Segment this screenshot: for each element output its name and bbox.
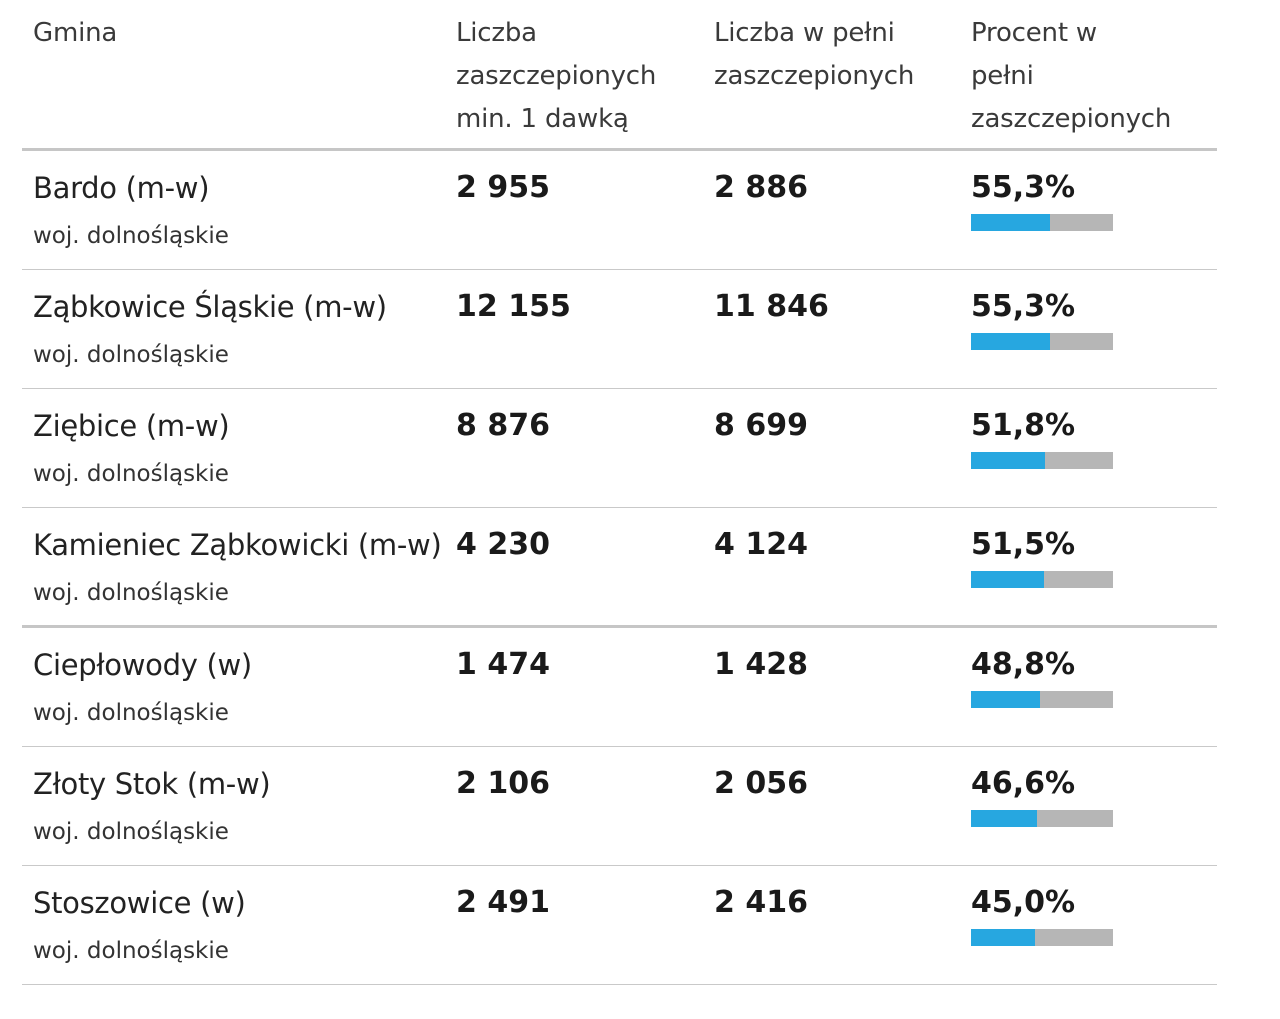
header-full: Liczba w pełni zaszczepionych bbox=[714, 12, 914, 98]
gmina-region: woj. dolnośląskie bbox=[33, 938, 229, 964]
dose1-count: 8 876 bbox=[456, 408, 550, 443]
header-dose1: Liczba zaszczepionych min. 1 dawką bbox=[456, 12, 656, 141]
percent-bar bbox=[971, 691, 1113, 708]
full-percent: 48,8% bbox=[971, 647, 1076, 682]
full-count: 8 699 bbox=[714, 408, 808, 443]
gmina-name: Ziębice (m-w) bbox=[33, 409, 230, 443]
percent-bar bbox=[971, 452, 1113, 469]
full-count: 1 428 bbox=[714, 647, 808, 682]
gmina-name: Kamieniec Ząbkowicki (m-w) bbox=[33, 528, 442, 562]
table-row: Ziębice (m-w) woj. dolnośląskie 8 876 8 699… bbox=[22, 389, 1217, 508]
dose1-count: 12 155 bbox=[456, 289, 571, 324]
percent-bar bbox=[971, 929, 1113, 946]
full-percent: 55,3% bbox=[971, 289, 1076, 324]
dose1-count: 2 106 bbox=[456, 766, 550, 801]
header-pct-line2: pełni bbox=[971, 61, 1034, 91]
dose1-count: 4 230 bbox=[456, 527, 550, 562]
percent-bar bbox=[971, 214, 1113, 231]
vaccination-table: Gmina Liczba zaszczepionych min. 1 dawką… bbox=[22, 0, 1217, 985]
percent-bar-fill bbox=[971, 452, 1045, 469]
header-gmina-label: Gmina bbox=[33, 18, 118, 48]
gmina-region: woj. dolnośląskie bbox=[33, 700, 229, 726]
gmina-region: woj. dolnośląskie bbox=[33, 461, 229, 487]
full-count: 2 416 bbox=[714, 885, 808, 920]
gmina-name: Bardo (m-w) bbox=[33, 171, 210, 205]
table-row: Złoty Stok (m-w) woj. dolnośląskie 2 106 2 … bbox=[22, 747, 1217, 866]
percent-bar bbox=[971, 333, 1113, 350]
percent-bar-fill bbox=[971, 691, 1041, 708]
full-count: 2 886 bbox=[714, 170, 808, 205]
header-full-line1: Liczba w pełni bbox=[714, 18, 895, 48]
table-row: Ząbkowice Śląskie (m-w) woj. dolnośląskie… bbox=[22, 270, 1217, 389]
full-count: 11 846 bbox=[714, 289, 829, 324]
table-row: Bardo (m-w) woj. dolnośląskie 2 955 2 886 55… bbox=[22, 151, 1217, 270]
gmina-name: Złoty Stok (m-w) bbox=[33, 767, 271, 801]
full-count: 2 056 bbox=[714, 766, 808, 801]
full-percent: 51,8% bbox=[971, 408, 1076, 443]
header-dose1-line3: min. 1 dawką bbox=[456, 104, 629, 134]
table-row: Ciepłowody (w) woj. dolnośląskie 1 474 1 42… bbox=[22, 628, 1217, 747]
header-pct-line3: zaszczepionych bbox=[971, 104, 1172, 134]
header-gmina: Gmina bbox=[33, 12, 117, 55]
header-dose1-line1: Liczba bbox=[456, 18, 537, 48]
percent-bar-fill bbox=[971, 571, 1045, 588]
header-dose1-line2: zaszczepionych bbox=[456, 61, 657, 91]
percent-bar bbox=[971, 810, 1113, 827]
full-percent: 51,5% bbox=[971, 527, 1076, 562]
full-count: 4 124 bbox=[714, 527, 808, 562]
gmina-name: Stoszowice (w) bbox=[33, 886, 246, 920]
gmina-region: woj. dolnośląskie bbox=[33, 223, 229, 249]
full-percent: 45,0% bbox=[971, 885, 1076, 920]
table-header: Gmina Liczba zaszczepionych min. 1 dawką… bbox=[22, 0, 1217, 151]
table-row: Kamieniec Ząbkowicki (m-w) woj. dolnośląs… bbox=[22, 508, 1217, 628]
percent-bar-fill bbox=[971, 333, 1050, 350]
percent-bar-fill bbox=[971, 214, 1050, 231]
dose1-count: 2 955 bbox=[456, 170, 550, 205]
gmina-region: woj. dolnośląskie bbox=[33, 580, 229, 606]
table-row: Stoszowice (w) woj. dolnośląskie 2 491 2 41… bbox=[22, 866, 1217, 985]
header-pct-line1: Procent w bbox=[971, 18, 1097, 48]
gmina-name: Ząbkowice Śląskie (m-w) bbox=[33, 290, 387, 324]
percent-bar-fill bbox=[971, 810, 1038, 827]
dose1-count: 1 474 bbox=[456, 647, 550, 682]
gmina-name: Ciepłowody (w) bbox=[33, 648, 252, 682]
gmina-region: woj. dolnośląskie bbox=[33, 342, 229, 368]
gmina-region: woj. dolnośląskie bbox=[33, 819, 229, 845]
header-pct: Procent w pełni zaszczepionych bbox=[971, 12, 1171, 141]
full-percent: 55,3% bbox=[971, 170, 1076, 205]
percent-bar-fill bbox=[971, 929, 1035, 946]
dose1-count: 2 491 bbox=[456, 885, 550, 920]
full-percent: 46,6% bbox=[971, 766, 1076, 801]
percent-bar bbox=[971, 571, 1113, 588]
header-full-line2: zaszczepionych bbox=[714, 61, 915, 91]
